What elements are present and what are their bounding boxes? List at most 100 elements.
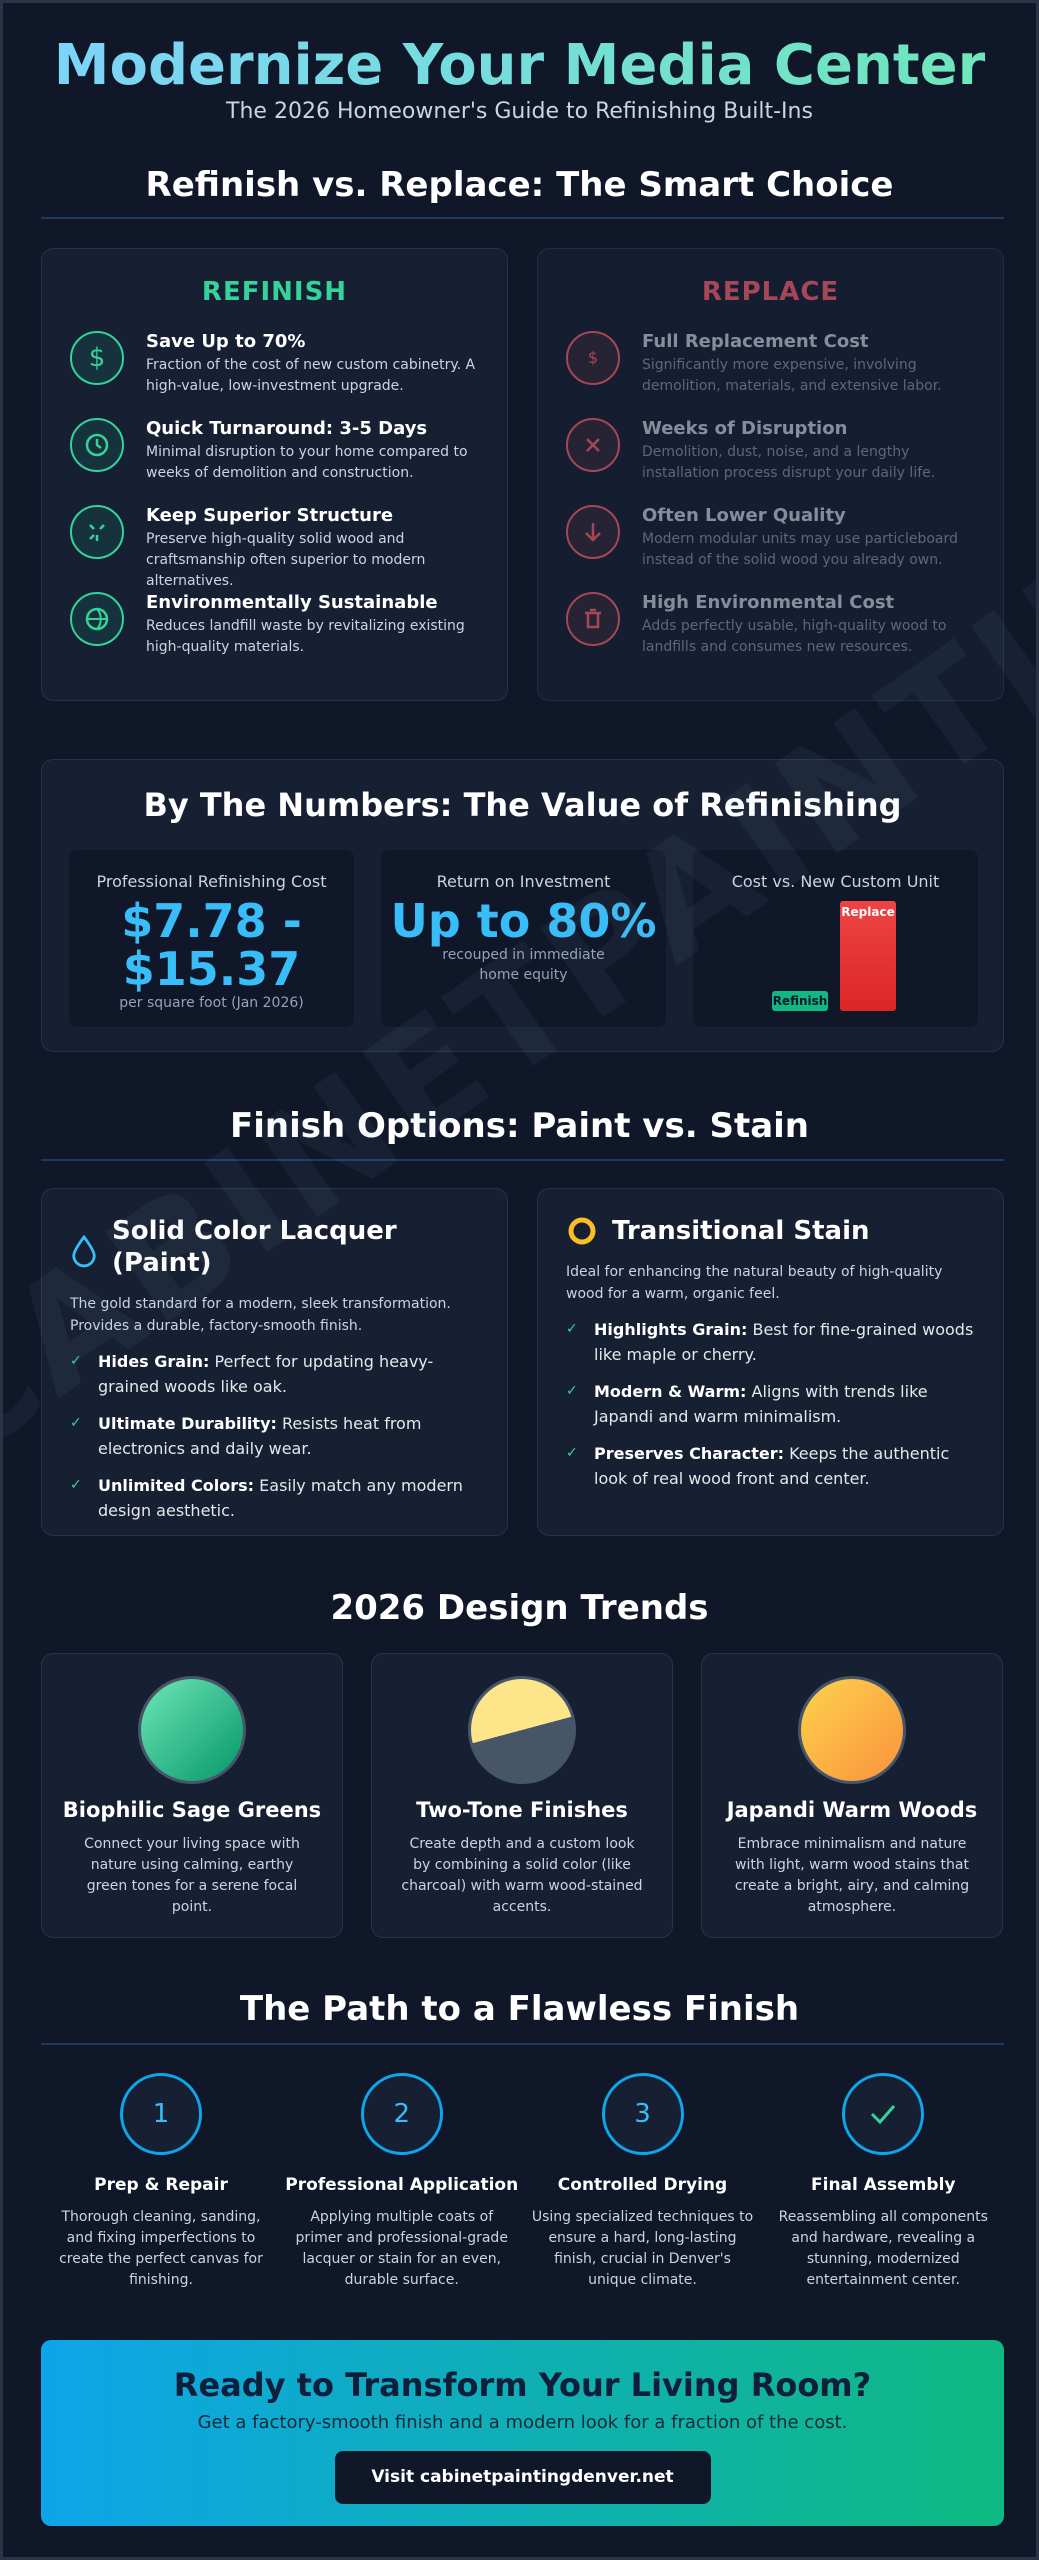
step-circle — [842, 2073, 925, 2155]
feature-title: Unlimited Colors: — [98, 1476, 255, 1495]
stat-label: Return on Investment — [436, 872, 611, 891]
feature-item: Hides Grain: Perfect for updating heavy-… — [70, 1349, 479, 1399]
item-desc: Minimal disruption to your home compared… — [146, 444, 468, 481]
paint-card: Solid Color Lacquer (Paint) The gold sta… — [41, 1188, 508, 1536]
stat-note: per square foot (Jan 2026) — [119, 995, 304, 1011]
step: 1 Prep & Repair Thorough cleaning, sanding… — [41, 2073, 281, 2291]
replace-bar: Replace — [840, 901, 896, 1011]
trend-card: Biophilic Sage Greens Connect your living… — [41, 1653, 343, 1938]
item-text: Full Replacement Cost Significantly more … — [642, 331, 983, 397]
replace-card: REPLACE $ Full Replacement Cost Significan… — [537, 248, 1004, 701]
step-circle: 2 — [360, 2073, 443, 2155]
comparison-item: $ Save Up to 70% Fraction of the cost of n… — [70, 331, 487, 397]
feature-item: Ultimate Durability: Resists heat from e… — [70, 1411, 479, 1461]
feature-text: Best for fine-grained woods like maple o… — [594, 1320, 974, 1364]
card-title: Transitional Stain — [612, 1216, 870, 1246]
stat-value: $7.78 - $15.37 — [121, 894, 302, 996]
item-icon — [566, 505, 620, 559]
step-title: Final Assembly — [811, 2175, 956, 2195]
stat-box: Professional Refinishing Cost $7.78 - $1… — [69, 850, 354, 1027]
svg-text:$: $ — [588, 348, 598, 367]
divider — [41, 217, 1004, 219]
feature-item: Highlights Grain: Best for fine-grained … — [566, 1317, 975, 1367]
numbers-panel: By The Numbers: The Value of Refinishing… — [41, 759, 1004, 1052]
item-desc: Reduces landfill waste by revitalizing e… — [146, 618, 465, 655]
item-desc: Preserve high-quality solid wood and cra… — [146, 531, 426, 589]
card-title: REFINISH — [201, 277, 348, 307]
comparison-item: Weeks of Disruption Demolition, dust, noi… — [566, 418, 983, 484]
item-title: Save Up to 70% — [146, 331, 306, 352]
item-text: Quick Turnaround: 3-5 Days Minimal disrup… — [146, 418, 487, 484]
icon — [586, 438, 600, 452]
item-title: Environmentally Sustainable — [146, 592, 438, 613]
cta-button[interactable]: Visit cabinetpaintingdenver.net — [334, 2451, 711, 2504]
trend-desc: Create depth and a custom look by combin… — [401, 1836, 643, 1915]
trend-swatch — [138, 1676, 246, 1784]
item-title: Often Lower Quality — [642, 505, 846, 526]
feature-list: Highlights Grain: Best for fine-grained … — [566, 1317, 975, 1491]
trend-title: Two-Tone Finishes — [416, 1798, 628, 1822]
item-icon: $ — [566, 331, 620, 385]
feature-text: Resists heat from electronics and daily … — [98, 1414, 422, 1458]
item-icon — [70, 418, 124, 472]
ring-icon — [568, 1217, 596, 1245]
feature-text: Perfect for updating heavy-grained woods… — [98, 1352, 434, 1396]
feature-item: Preserves Character: Keeps the authentic… — [566, 1441, 975, 1491]
stat-value: Up to 80% — [390, 894, 657, 948]
icon — [85, 433, 109, 457]
item-title: Weeks of Disruption — [642, 418, 848, 439]
comparison-item: Quick Turnaround: 3-5 Days Minimal disrup… — [70, 418, 487, 484]
trend-desc: Connect your living space with nature us… — [84, 1836, 300, 1915]
section-heading: The Path to a Flawless Finish — [239, 1989, 800, 2029]
step: Final Assembly Reassembling all component… — [763, 2073, 1003, 2291]
comparison-item: Environmentally Sustainable Reduces landf… — [70, 592, 487, 658]
subtitle: The 2026 Homeowner's Guide to Refinishin… — [226, 99, 813, 124]
main-title: Modernize Your Media Center — [3, 33, 1036, 98]
icon — [585, 523, 601, 542]
section-heading: Finish Options: Paint vs. Stain — [230, 1106, 809, 1146]
comparison-item: Often Lower Quality Modern modular units … — [566, 505, 983, 571]
step-title: Professional Application — [285, 2175, 519, 2195]
card-title: REPLACE — [701, 277, 840, 307]
card-intro: The gold standard for a modern, sleek tr… — [70, 1296, 451, 1334]
drop-icon — [72, 1234, 96, 1268]
trend-title: Japandi Warm Woods — [726, 1798, 978, 1822]
icon — [585, 608, 601, 629]
step-desc: Using specialized techniques to ensure a… — [531, 2209, 754, 2288]
check-icon — [871, 2105, 896, 2125]
stat-label: Cost vs. New Custom Unit — [731, 872, 940, 891]
step-title: Prep & Repair — [94, 2175, 228, 2195]
icon: $ — [89, 343, 106, 373]
stat-note: recouped in immediate home equity — [442, 947, 605, 983]
section-heading: By The Numbers: The Value of Refinishing — [143, 786, 902, 824]
svg-text:$: $ — [89, 343, 106, 373]
step-circle: 3 — [601, 2073, 684, 2155]
cta-title: Ready to Transform Your Living Room? — [173, 2366, 872, 2404]
trend-swatch — [468, 1676, 576, 1784]
cta-banner: Ready to Transform Your Living Room? Get… — [41, 2340, 1004, 2526]
item-text: High Environmental Cost Adds perfectly us… — [642, 592, 983, 658]
item-desc: Fraction of the cost of new custom cabin… — [146, 357, 476, 394]
stat-label: Professional Refinishing Cost — [96, 872, 327, 891]
item-text: Weeks of Disruption Demolition, dust, noi… — [642, 418, 983, 484]
step: 3 Controlled Drying Using specialized tech… — [523, 2073, 763, 2291]
feature-title: Preserves Character: — [594, 1444, 784, 1463]
feature-list: Hides Grain: Perfect for updating heavy-… — [70, 1349, 479, 1523]
feature-title: Modern & Warm: — [594, 1382, 747, 1401]
comparison-item: $ Full Replacement Cost Significantly more… — [566, 331, 983, 397]
step-desc: Reassembling all components and hardware… — [778, 2209, 988, 2288]
feature-text: Keeps the authentic look of real wood fr… — [594, 1444, 950, 1488]
divider — [41, 2043, 1004, 2045]
icon — [85, 607, 109, 631]
step-desc: Applying multiple coats of primer and pr… — [295, 2209, 508, 2288]
comparison-item: High Environmental Cost Adds perfectly us… — [566, 592, 983, 658]
item-text: Often Lower Quality Modern modular units … — [642, 505, 983, 571]
item-title: Keep Superior Structure — [146, 505, 394, 526]
trend-card: Japandi Warm Woods Embrace minimalism and… — [701, 1653, 1003, 1938]
item-text: Save Up to 70% Fraction of the cost of ne… — [146, 331, 487, 397]
card-intro: Ideal for enhancing the natural beauty o… — [566, 1264, 943, 1302]
icon — [89, 524, 105, 541]
trend-card: Two-Tone Finishes Create depth and a cust… — [371, 1653, 673, 1938]
